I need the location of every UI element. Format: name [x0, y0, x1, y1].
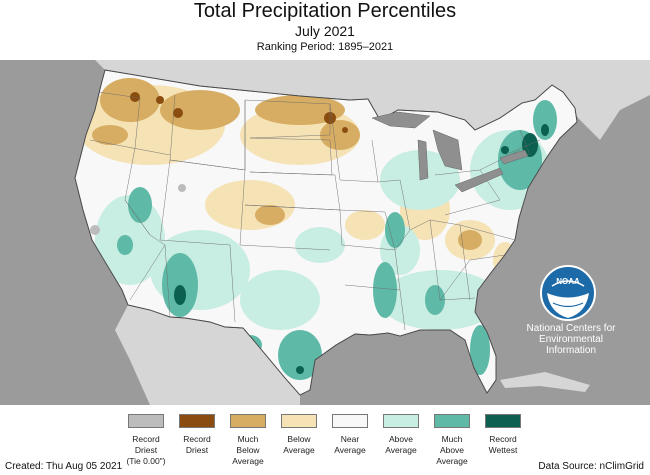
legend-swatch-record-driest	[179, 414, 215, 428]
legend-label-much-below: Much Below Average	[232, 434, 264, 466]
map-title: Total Precipitation Percentiles	[193, 0, 457, 22]
data-source: Data Source: nClimGrid	[538, 461, 644, 472]
conus-outline	[74, 69, 578, 396]
ncei-line-1: National Centers for	[526, 323, 616, 334]
legend-label-much-above: Much Above Average	[436, 434, 468, 466]
ncei-line-3: Information	[545, 345, 597, 356]
legend-swatch-record-wettest	[485, 414, 521, 428]
legend-swatch-above	[383, 414, 419, 428]
legend-label-record-driest: Record Driest	[183, 434, 211, 455]
ranking-period: Ranking Period: 1895–2021	[256, 41, 394, 53]
created-date: Created: Thu Aug 05 2021	[5, 461, 123, 472]
ncei-line-2: Environmental	[539, 334, 603, 345]
legend-label-near: Near Average	[334, 434, 366, 455]
precipitation-map: NOAA	[0, 60, 650, 405]
noaa-logo-letters: NOAA	[556, 277, 580, 286]
great-lakes	[371, 111, 529, 193]
noaa-logo: NOAA	[540, 265, 596, 321]
ncei-label: National Centers for Environmental Infor…	[512, 323, 630, 356]
state-boundaries	[89, 91, 541, 331]
legend-swatch-record-driest-tie	[128, 414, 164, 428]
percentile-shading	[75, 78, 557, 380]
legend-swatch-near	[332, 414, 368, 428]
legend-label-record-wettest: Record Wettest	[488, 434, 518, 455]
map-subtitle: July 2021	[295, 23, 355, 39]
legend-swatch-much-below	[230, 414, 266, 428]
canada-land	[95, 60, 650, 140]
cuba-land	[500, 372, 590, 392]
legend-label-above: Above Average	[385, 434, 417, 455]
legend-swatch-below	[281, 414, 317, 428]
mexico-land	[115, 305, 300, 405]
legend-swatch-much-above	[434, 414, 470, 428]
legend-label-record-driest-tie: Record Driest (Tie 0.00")	[126, 434, 166, 466]
legend-label-below: Below Average	[283, 434, 315, 455]
